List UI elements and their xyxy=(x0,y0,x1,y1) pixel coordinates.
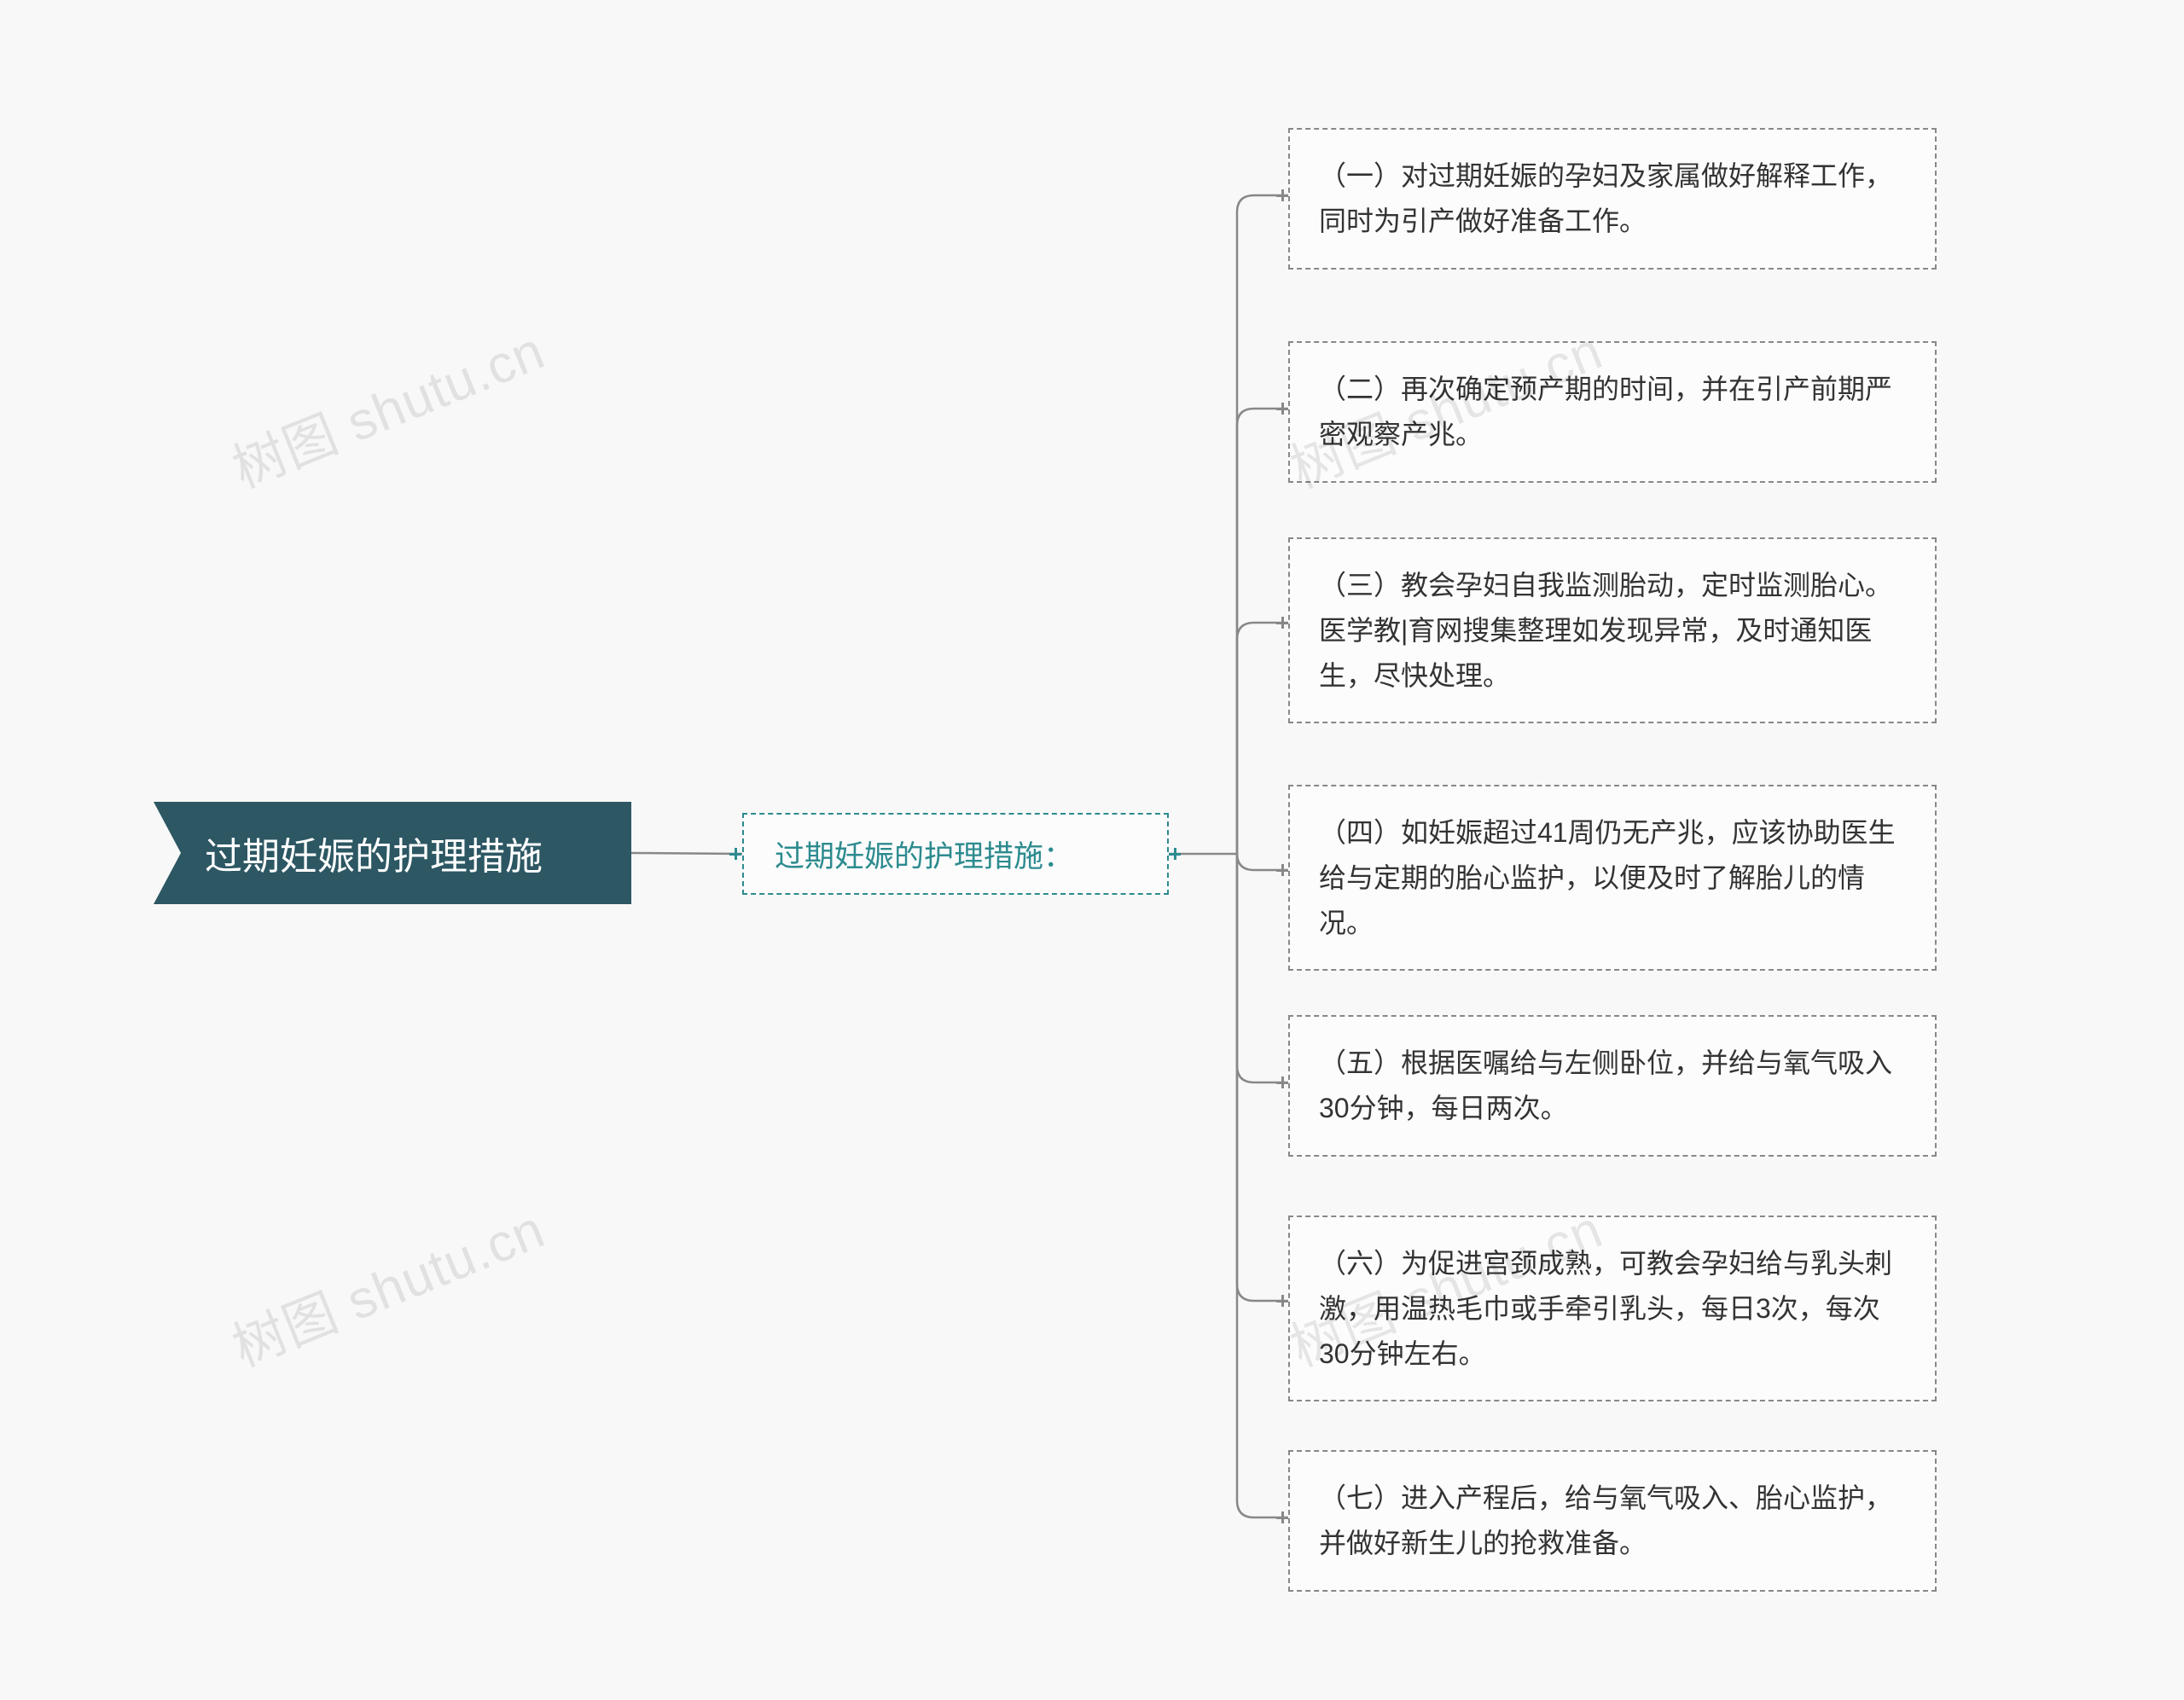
leaf-label: （七）进入产程后，给与氧气吸入、胎心监护，并做好新生儿的抢救准备。 xyxy=(1319,1482,1892,1558)
connector-tick xyxy=(1281,1076,1284,1088)
leaf-label: （二）再次确定预产期的时间，并在引产前期严密观察产兆。 xyxy=(1319,374,1892,450)
leaf-label: （四）如妊娠超过41周仍无产兆，应该协助医生给与定期的胎心监护，以便及时了解胎儿… xyxy=(1319,817,1896,938)
connector-tick xyxy=(735,848,737,860)
leaf-label: （六）为促进宫颈成熟，可教会孕妇给与乳头刺激，用温热毛巾或手牵引乳头，每日3次，… xyxy=(1319,1248,1892,1369)
sub-label: 过期妊娠的护理措施： xyxy=(775,833,1073,876)
leaf-node: （三）教会孕妇自我监测胎动，定时监测胎心。 医学教|育网搜集整理如发现异常，及时… xyxy=(1288,537,1937,723)
leaf-label: （一）对过期妊娠的孕妇及家属做好解释工作，同时为引产做好准备工作。 xyxy=(1319,160,1892,236)
leaf-node: （五）根据医嘱给与左侧卧位，并给与氧气吸入30分钟，每日两次。 xyxy=(1288,1015,1937,1157)
leaf-node: （四）如妊娠超过41周仍无产兆，应该协助医生给与定期的胎心监护，以便及时了解胎儿… xyxy=(1288,785,1937,971)
connector-tick xyxy=(1174,848,1176,860)
mindmap-canvas: 过期妊娠的护理措施 过期妊娠的护理措施： （一）对过期妊娠的孕妇及家属做好解释工… xyxy=(0,0,2184,1700)
sub-node: 过期妊娠的护理措施： xyxy=(742,813,1169,895)
watermark-text: 树图 shutu.cn xyxy=(219,1187,554,1381)
leaf-node: （二）再次确定预产期的时间，并在引产前期严密观察产兆。 xyxy=(1288,341,1937,483)
leaf-node: （一）对过期妊娠的孕妇及家属做好解释工作，同时为引产做好准备工作。 xyxy=(1288,128,1937,270)
leaf-node: （七）进入产程后，给与氧气吸入、胎心监护，并做好新生儿的抢救准备。 xyxy=(1288,1450,1937,1592)
root-node: 过期妊娠的护理措施 xyxy=(154,802,631,904)
leaf-label: （五）根据医嘱给与左侧卧位，并给与氧气吸入30分钟，每日两次。 xyxy=(1319,1047,1892,1123)
connector-tick xyxy=(1281,864,1284,876)
connector-tick xyxy=(1281,617,1284,629)
connector-tick xyxy=(1281,1511,1284,1523)
root-label: 过期妊娠的护理措施 xyxy=(205,826,543,880)
connector-tick xyxy=(1281,403,1284,415)
connector-tick xyxy=(1281,189,1284,201)
leaf-node: （六）为促进宫颈成熟，可教会孕妇给与乳头刺激，用温热毛巾或手牵引乳头，每日3次，… xyxy=(1288,1216,1937,1401)
connector-tick xyxy=(1281,1295,1284,1307)
watermark-text: 树图 shutu.cn xyxy=(219,308,554,502)
leaf-label: （三）教会孕妇自我监测胎动，定时监测胎心。 医学教|育网搜集整理如发现异常，及时… xyxy=(1319,570,1892,691)
